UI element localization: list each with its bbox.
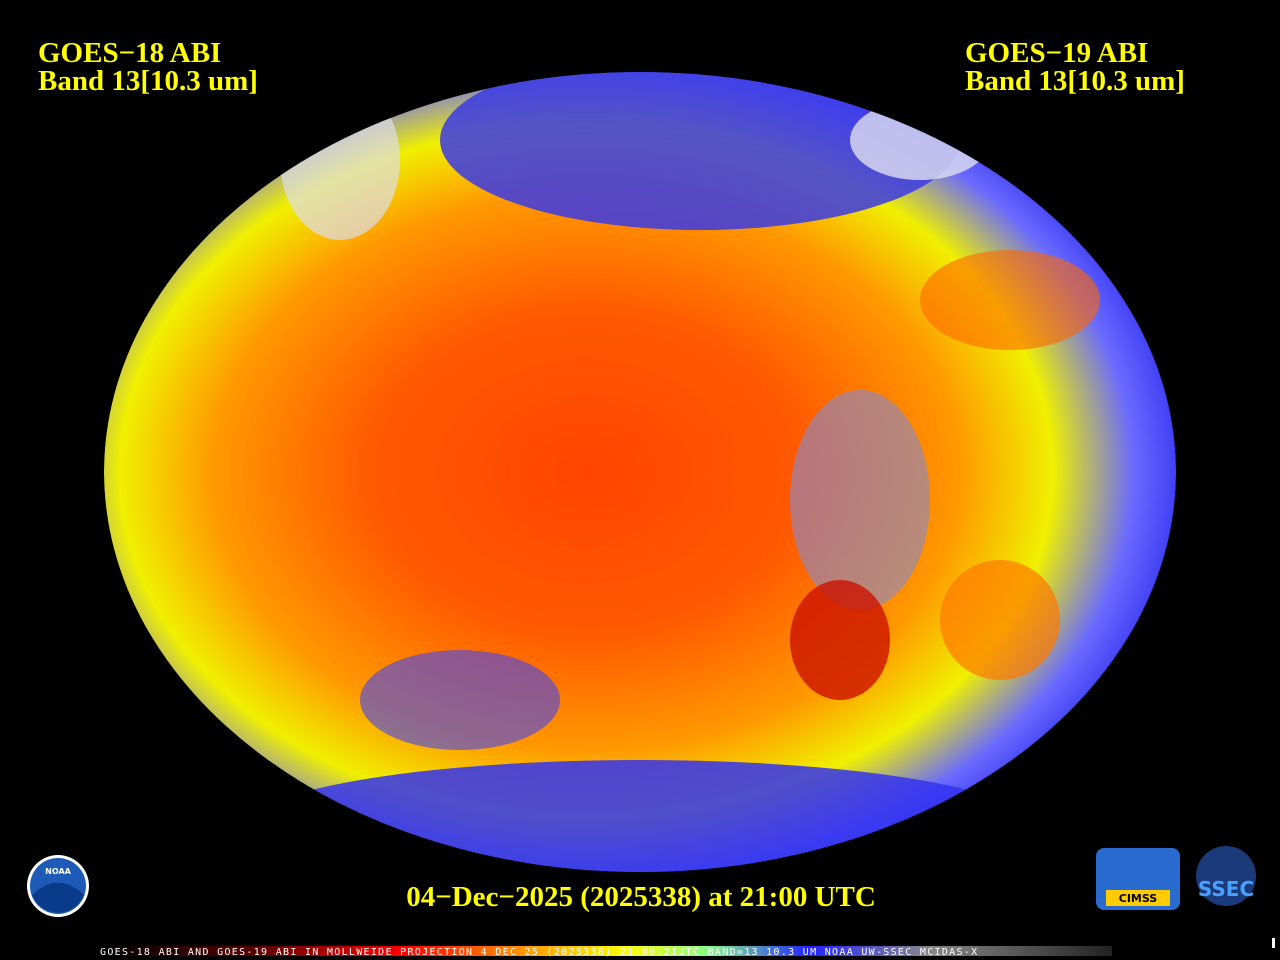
marker — [1272, 938, 1275, 948]
warm-region — [940, 560, 1060, 680]
timestamp: 04−Dec−2025 (2025338) at 21:00 UTC — [406, 881, 876, 913]
cimss-logo: CIMSS — [1096, 848, 1180, 910]
warm-region — [920, 250, 1100, 350]
cloud-band — [790, 390, 930, 610]
warm-region — [790, 580, 890, 700]
earth-disk — [104, 72, 1176, 872]
cloud-band — [360, 650, 560, 750]
header-right-line1: GOES−19 ABI — [965, 37, 1148, 69]
footer-caption: GOES-18 ABI AND GOES-19 ABI IN MOLLWEIDE… — [100, 947, 978, 958]
ssec-logo: SSEC — [1196, 846, 1256, 906]
header-left-line2: Band 13[10.3 um] — [38, 65, 258, 97]
header-left-line1: GOES−18 ABI — [38, 37, 221, 69]
ssec-label: SSEC — [1198, 877, 1254, 901]
cimss-label: CIMSS — [1119, 892, 1158, 905]
noaa-logo: NOAA — [27, 855, 89, 917]
color-bar — [100, 946, 1112, 956]
header-right-line2: Band 13[10.3 um] — [965, 65, 1185, 97]
noaa-label: NOAA — [45, 867, 71, 876]
